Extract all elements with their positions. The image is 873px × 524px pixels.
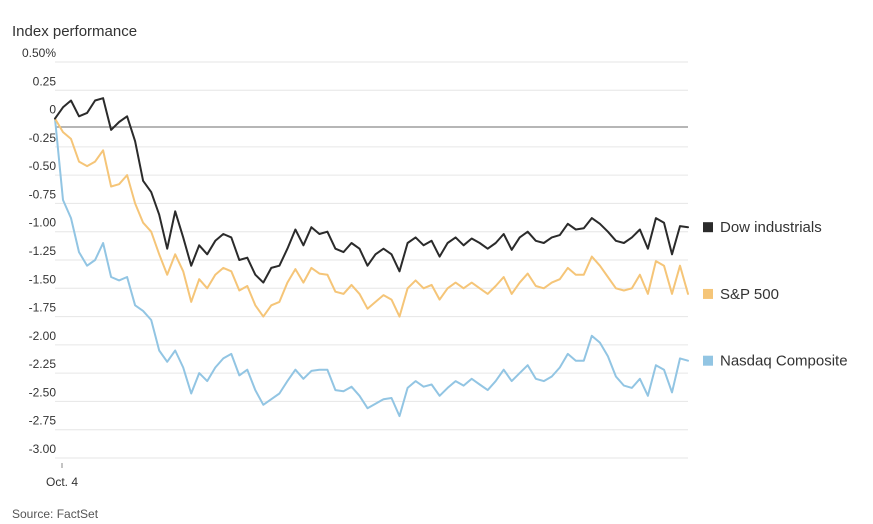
series-line [54, 97, 689, 284]
y-tick-label: -2.25 [29, 357, 57, 371]
legend-label: Nasdaq Composite [720, 353, 848, 370]
legend: Dow industrials S&P 500 Nasdaq Composite [703, 219, 848, 370]
y-tick-label: -3.00 [29, 442, 57, 456]
y-tick-label: -2.75 [29, 414, 57, 428]
y-axis-ticks: 0.50% 0.25 0 -0.25 -0.50 -0.75 -1.00 -1.25 -1.50… [22, 46, 56, 456]
source-note: Source: FactSet [12, 507, 99, 521]
series-line [54, 117, 689, 318]
y-tick-label: 0.25 [33, 74, 57, 88]
y-tick-label: -2.00 [29, 329, 57, 343]
y-tick-label: -0.25 [29, 131, 57, 145]
y-tick-label: -2.50 [29, 385, 57, 399]
y-tick-label: 0.50% [22, 46, 56, 60]
legend-label: Dow industrials [720, 219, 822, 236]
y-tick-label: -0.75 [29, 187, 57, 201]
series-lines [54, 97, 689, 418]
series-line [54, 117, 689, 418]
legend-label: S&P 500 [720, 286, 779, 303]
chart-title: Index performance [12, 23, 137, 40]
legend-swatch [703, 222, 713, 233]
y-tick-label: -1.25 [29, 244, 57, 258]
legend-swatch [703, 288, 713, 299]
y-tick-label: -1.00 [29, 216, 57, 230]
legend-swatch [703, 355, 713, 366]
y-tick-label: -0.50 [29, 159, 57, 173]
x-tick-label: Oct. 4 [46, 475, 78, 489]
y-tick-label: 0 [49, 103, 56, 117]
y-tick-label: -1.50 [29, 272, 57, 286]
y-tick-label: -1.75 [29, 301, 57, 315]
gridlines [55, 61, 688, 459]
